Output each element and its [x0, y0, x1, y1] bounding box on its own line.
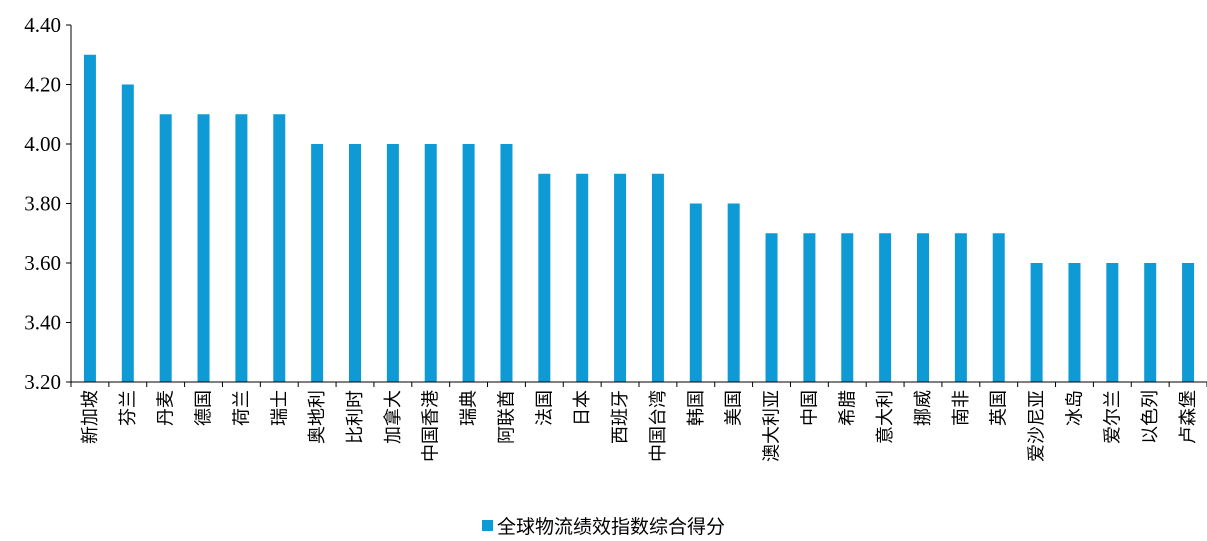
bar: [538, 173, 551, 382]
x-tick-label: 冰岛: [1064, 390, 1084, 426]
x-tick-label: 德国: [194, 390, 214, 426]
x-tick-label: 瑞士: [269, 390, 289, 426]
x-tick-label: 阿联酋: [496, 390, 516, 444]
x-tick-label: 丹麦: [156, 390, 176, 426]
bar: [83, 54, 96, 382]
bar: [1182, 263, 1195, 382]
y-tick-label: 3.60: [24, 251, 61, 275]
x-tick-label: 法国: [534, 390, 554, 426]
bar: [954, 233, 967, 382]
bar: [311, 144, 324, 382]
bar: [879, 233, 892, 382]
bar: [1030, 263, 1043, 382]
bar: [500, 144, 513, 382]
x-tick-label: 中国台湾: [648, 390, 668, 462]
bar: [841, 233, 854, 382]
x-tick-label: 西班牙: [610, 390, 630, 444]
y-tick-label: 3.40: [24, 311, 61, 335]
x-tick-label: 荷兰: [231, 390, 251, 426]
x-tick-label: 芬兰: [118, 390, 138, 426]
bar: [651, 173, 664, 382]
x-tick-label: 日本: [572, 390, 592, 426]
x-tick-label: 爱沙尼亚: [1027, 390, 1047, 462]
y-tick-label: 3.20: [24, 370, 61, 394]
bar: [462, 144, 475, 382]
bar: [992, 233, 1005, 382]
bar: [273, 114, 286, 382]
bar-chart: 3.20 3.40 3.60 3.80 4.00 4.20 4.40 新加坡 芬兰 丹麦 德国 荷兰…: [24, 13, 1207, 462]
x-tick-label: 奥地利: [307, 390, 327, 444]
legend-label: 全球物流绩效指数综合得分: [496, 516, 725, 538]
bar: [1144, 263, 1157, 382]
bar: [727, 203, 740, 382]
x-tick-label: 美国: [724, 390, 744, 426]
x-tick-label: 中国香港: [421, 390, 441, 462]
bar: [917, 233, 929, 382]
x-axis: 新加坡 芬兰 丹麦 德国 荷兰 瑞士 奥地利 比利时 加拿大 中国香港 瑞典 阿联酋 法国 日本 西班牙 中国…: [70, 381, 1207, 462]
bar: [159, 114, 172, 382]
x-tick-label: 比利时: [345, 390, 365, 444]
y-axis: 3.20 3.40 3.60 3.80 4.00 4.20 4.40: [24, 13, 72, 394]
bar: [386, 144, 399, 382]
x-tick-label: 新加坡: [80, 390, 100, 444]
bar: [121, 84, 134, 382]
x-tick-label: 爱尔兰: [1102, 390, 1122, 444]
bar: [235, 114, 248, 382]
bar: [689, 203, 702, 382]
bar: [424, 144, 437, 382]
x-tick-label: 以色列: [1140, 390, 1160, 444]
bar: [614, 173, 627, 382]
y-tick-label: 4.40: [24, 13, 61, 37]
bar: [197, 114, 210, 382]
x-tick-label: 加拿大: [382, 390, 403, 444]
x-tick-label: 挪威: [913, 390, 933, 426]
x-tick-label: 希腊: [837, 390, 857, 426]
x-tick-label: 英国: [989, 390, 1009, 426]
bar: [803, 233, 816, 382]
x-tick-label: 南非: [951, 390, 971, 426]
bar: [1106, 263, 1119, 382]
x-tick-label: 澳大利亚: [762, 390, 782, 462]
x-tick-label: 韩国: [686, 390, 706, 426]
legend-swatch: [481, 520, 493, 531]
bar: [1068, 263, 1081, 382]
x-tick-label: 瑞典: [459, 390, 479, 426]
legend: 全球物流绩效指数综合得分: [0, 512, 1207, 539]
bar: [765, 233, 778, 382]
y-tick-label: 4.00: [24, 132, 61, 156]
y-tick-label: 4.20: [24, 73, 61, 97]
x-tick-label: 意大利: [875, 390, 895, 444]
x-tick-label: 卢森堡: [1178, 390, 1198, 444]
bar: [349, 144, 361, 382]
y-tick-label: 3.80: [24, 192, 61, 216]
bar: [576, 173, 589, 382]
x-tick-label: 中国: [799, 390, 819, 426]
bars-group: [83, 54, 1195, 382]
